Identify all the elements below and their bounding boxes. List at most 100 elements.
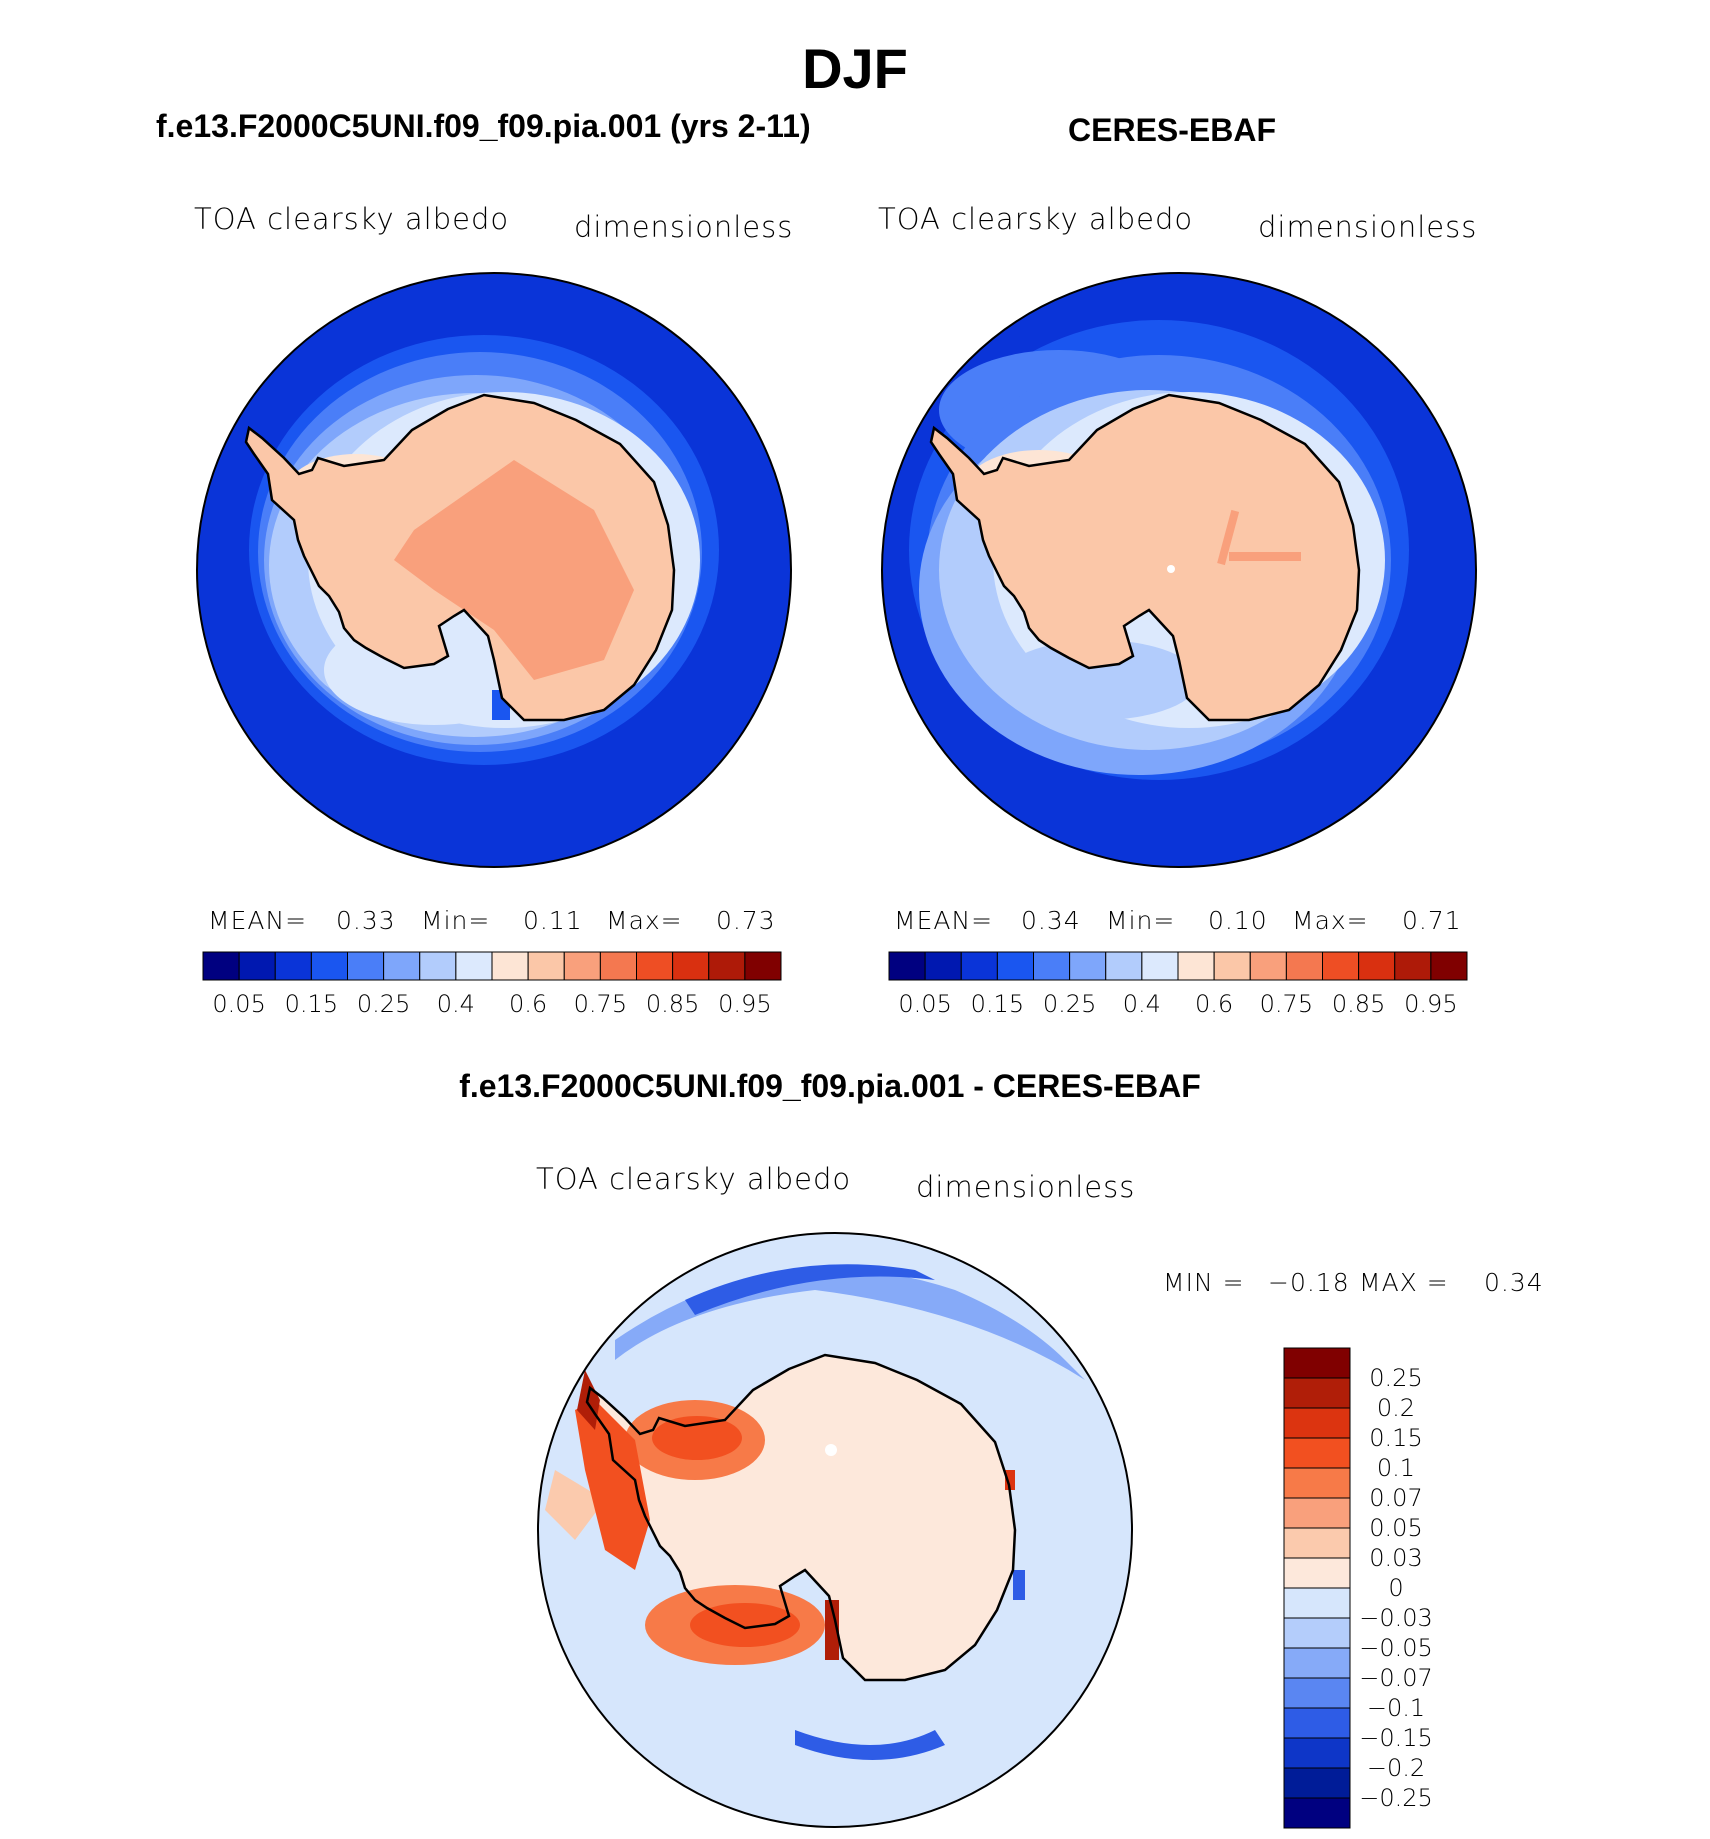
- ceres-colorbar-swatch: [1249, 951, 1287, 981]
- model-colorbar-swatch: [238, 951, 276, 981]
- model-colorbar-swatch: [672, 951, 710, 981]
- difference-colorbar-swatch: [1283, 1647, 1351, 1679]
- difference-variable: TOA clearsky albedo: [536, 1162, 852, 1196]
- model-colorbar-tick-label: 0.4: [437, 990, 475, 1018]
- ceres-colorbar-swatch: [1069, 951, 1107, 981]
- ceres-colorbar-swatch: [1033, 951, 1071, 981]
- ceres-colorbar-swatch: [1394, 951, 1432, 981]
- difference-colorbar-tick-label: 0.1: [1377, 1454, 1415, 1482]
- ceres-colorbar-tick-label: 0.25: [1043, 990, 1096, 1018]
- ceres-colorbar: 0.05 0.15 0.25 0.4 0.6 0.75 0.85 0.95: [888, 951, 1468, 1018]
- model-colorbar-tick-label: 0.75: [574, 990, 627, 1018]
- difference-colorbar-tick-label: 0.15: [1369, 1424, 1422, 1452]
- model-colorbar-swatch: [347, 951, 385, 981]
- model-colorbar-swatch: [383, 951, 421, 981]
- difference-colorbar-tick-label: 0.07: [1369, 1484, 1422, 1512]
- panel-2-max-label: Max=: [1292, 906, 1369, 935]
- difference-min-value: −0.18: [1268, 1268, 1350, 1297]
- model-colorbar-swatch: [202, 951, 240, 981]
- difference-colorbar-swatch: [1283, 1557, 1351, 1589]
- panel-2-max-value: 0.71: [1402, 906, 1462, 935]
- difference-colorbar-tick-label: −0.25: [1359, 1784, 1433, 1812]
- difference-colorbar-tick-label: −0.2: [1367, 1754, 1425, 1782]
- figure-title: DJF: [802, 37, 908, 100]
- ceres-colorbar-tick-label: 0.6: [1195, 990, 1233, 1018]
- ceres-colorbar-swatch: [924, 951, 962, 981]
- model-colorbar-tick-label: 0.6: [509, 990, 547, 1018]
- ceres-colorbar-swatch: [1105, 951, 1143, 981]
- model-colorbar-swatch: [636, 951, 674, 981]
- panel-1-variable: TOA clearsky albedo: [194, 202, 510, 236]
- difference-colorbar-swatch: [1283, 1467, 1351, 1499]
- ceres-colorbar-swatch: [1358, 951, 1396, 981]
- panel-2-min-value: 0.10: [1208, 906, 1268, 935]
- difference-colorbar-tick-label: −0.07: [1359, 1664, 1433, 1692]
- panel-1-max-label: Max=: [606, 906, 683, 935]
- model-colorbar-swatch: [310, 951, 348, 981]
- difference-colorbar-tick-label: 0.03: [1369, 1544, 1422, 1572]
- model-colorbar-swatch: [274, 951, 312, 981]
- difference-title: f.e13.F2000C5UNI.f09_f09.pia.001 - CERES…: [459, 1068, 1201, 1104]
- model-colorbar-tick-label: 0.05: [212, 990, 265, 1018]
- model-colorbar: 0.05 0.15 0.25 0.4 0.6 0.75 0.85 0.95: [202, 951, 782, 1018]
- model-colorbar-swatch: [599, 951, 637, 981]
- difference-colorbar-tick-label: 0: [1388, 1574, 1403, 1602]
- model-colorbar-swatch: [563, 951, 601, 981]
- panel-1-min-label: Min=: [421, 906, 491, 935]
- difference-colorbar: 0.250.20.150.10.070.050.030−0.03−0.05−0.…: [1283, 1347, 1433, 1829]
- ceres-colorbar-swatch: [1177, 951, 1215, 981]
- ceres-colorbar-swatch: [1322, 951, 1360, 981]
- ceres-colorbar-swatch: [960, 951, 998, 981]
- difference-colorbar-tick-label: −0.03: [1359, 1604, 1433, 1632]
- difference-colorbar-swatch: [1283, 1617, 1351, 1649]
- ceres-colorbar-tick-label: 0.75: [1260, 990, 1313, 1018]
- ceres-colorbar-swatch: [1285, 951, 1323, 981]
- difference-colorbar-swatch: [1283, 1707, 1351, 1739]
- panel-2-units: dimensionless: [1258, 210, 1478, 244]
- ceres-colorbar-swatch: [1430, 951, 1468, 981]
- difference-colorbar-swatch: [1283, 1497, 1351, 1529]
- difference-colorbar-swatch: [1283, 1407, 1351, 1439]
- model-colorbar-tick-label: 0.95: [718, 990, 771, 1018]
- ceres-colorbar-tick-label: 0.15: [971, 990, 1024, 1018]
- difference-colorbar-tick-label: 0.2: [1377, 1394, 1415, 1422]
- panel-1-mean-value: 0.33: [336, 906, 396, 935]
- panel-1-units: dimensionless: [574, 210, 794, 244]
- difference-max-value: 0.34: [1484, 1268, 1544, 1297]
- panel-1-max-value: 0.73: [716, 906, 776, 935]
- ceres-colorbar-tick-label: 0.4: [1123, 990, 1161, 1018]
- difference-colorbar-swatch: [1283, 1587, 1351, 1619]
- difference-colorbar-swatch: [1283, 1347, 1351, 1379]
- difference-colorbar-swatch: [1283, 1437, 1351, 1469]
- model-colorbar-swatch: [708, 951, 746, 981]
- ceres-albedo-map: [881, 272, 1477, 868]
- ceres-colorbar-swatch: [888, 951, 926, 981]
- model-colorbar-swatch: [744, 951, 782, 981]
- difference-min-label: MIN =: [1163, 1268, 1245, 1297]
- ceres-colorbar-swatch: [996, 951, 1034, 981]
- panel-1-title: f.e13.F2000C5UNI.f09_f09.pia.001 (yrs 2-…: [156, 108, 811, 144]
- model-colorbar-swatch: [419, 951, 457, 981]
- difference-colorbar-tick-label: −0.05: [1359, 1634, 1433, 1662]
- ceres-colorbar-tick-label: 0.95: [1404, 990, 1457, 1018]
- ceres-colorbar-swatch: [1213, 951, 1251, 981]
- model-colorbar-tick-label: 0.85: [646, 990, 699, 1018]
- panel-2-variable: TOA clearsky albedo: [878, 202, 1194, 236]
- difference-colorbar-tick-label: 0.25: [1369, 1364, 1422, 1392]
- ceres-colorbar-tick-label: 0.85: [1332, 990, 1385, 1018]
- difference-colorbar-swatch: [1283, 1767, 1351, 1799]
- panel-2-mean-label: MEAN=: [894, 906, 994, 935]
- panel-1-mean-label: MEAN=: [208, 906, 308, 935]
- difference-colorbar-tick-label: 0.05: [1369, 1514, 1422, 1542]
- difference-max-label: MAX =: [1359, 1268, 1449, 1297]
- model-colorbar-swatch: [491, 951, 529, 981]
- panel-1-min-value: 0.11: [523, 906, 583, 935]
- difference-colorbar-swatch: [1283, 1737, 1351, 1769]
- panel-2-min-label: Min=: [1106, 906, 1176, 935]
- model-colorbar-tick-label: 0.15: [285, 990, 338, 1018]
- difference-colorbar-swatch: [1283, 1797, 1351, 1829]
- difference-units: dimensionless: [916, 1170, 1136, 1204]
- model-colorbar-swatch: [455, 951, 493, 981]
- ceres-colorbar-tick-label: 0.05: [898, 990, 951, 1018]
